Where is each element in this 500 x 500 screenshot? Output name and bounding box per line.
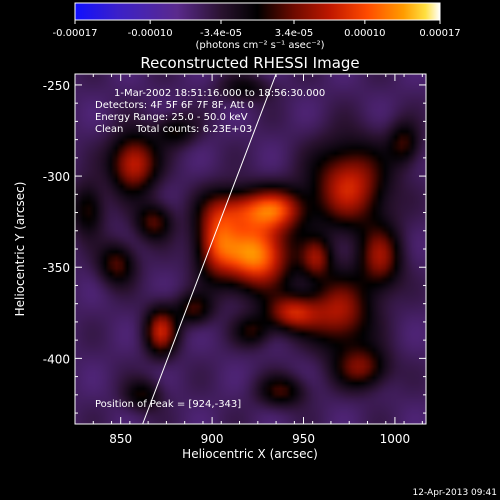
image-area — [75, 74, 426, 424]
x-tick-label: 1000 — [380, 432, 411, 446]
y-tick-label: -250 — [43, 79, 70, 93]
solar-limb-line — [142, 74, 277, 424]
colorbar-tick-label: 3.4e-05 — [275, 28, 313, 39]
y-axis-label: Heliocentric Y (arcsec) — [13, 182, 27, 317]
colorbar-ticks: -0.00017 -0.00010 -3.4e-05 3.4e-05 0.00010 0.… — [53, 20, 461, 39]
annotation-time-range: 1-Mar-2002 18:51:16.000 to 18:56:30.000 — [114, 88, 325, 99]
annotation-detectors: Detectors: 4F 5F 6F 7F 8F, Att 0 — [95, 100, 254, 111]
annotation-energy-range: Energy Range: 25.0 - 50.0 keV — [95, 112, 248, 123]
footer-timestamp: 12-Apr-2013 09:41 — [413, 488, 497, 498]
colorbar-gradient — [74, 2, 441, 21]
x-tick-label: 850 — [109, 432, 132, 446]
annotation-clean-counts: Clean Total counts: 6.23E+03 — [95, 124, 252, 135]
colorbar-tick-label: 0.00017 — [419, 28, 460, 39]
x-axis: 850 900 950 1000 — [74, 74, 423, 446]
colorbar-tick-label: -0.00017 — [53, 28, 98, 39]
colorbar-tick-label: 0.00010 — [344, 28, 385, 39]
y-tick-label: -350 — [43, 261, 70, 275]
annotation-peak-position: Position of Peak = [924,-343] — [95, 399, 241, 410]
x-tick-label: 950 — [292, 432, 315, 446]
y-axis: -250 -300 -350 -400 — [43, 79, 426, 414]
x-axis-label: Heliocentric X (arcsec) — [182, 447, 318, 461]
y-tick-label: -400 — [43, 352, 70, 366]
annotations: 1-Mar-2002 18:51:16.000 to 18:56:30.000 … — [95, 88, 325, 410]
colorbar-tick-label: -3.4e-05 — [200, 28, 242, 39]
heatmap-image — [75, 74, 426, 424]
colorbar-tick-label: -0.00010 — [128, 28, 173, 39]
x-tick-label: 900 — [201, 432, 224, 446]
colorbar: -0.00017 -0.00010 -3.4e-05 3.4e-05 0.00010 0.… — [53, 2, 461, 51]
chart-title: Reconstructed RHESSI Image — [140, 54, 359, 72]
y-tick-label: -300 — [43, 170, 70, 184]
colorbar-units: (photons cm⁻² s⁻¹ asec⁻²) — [195, 40, 324, 51]
